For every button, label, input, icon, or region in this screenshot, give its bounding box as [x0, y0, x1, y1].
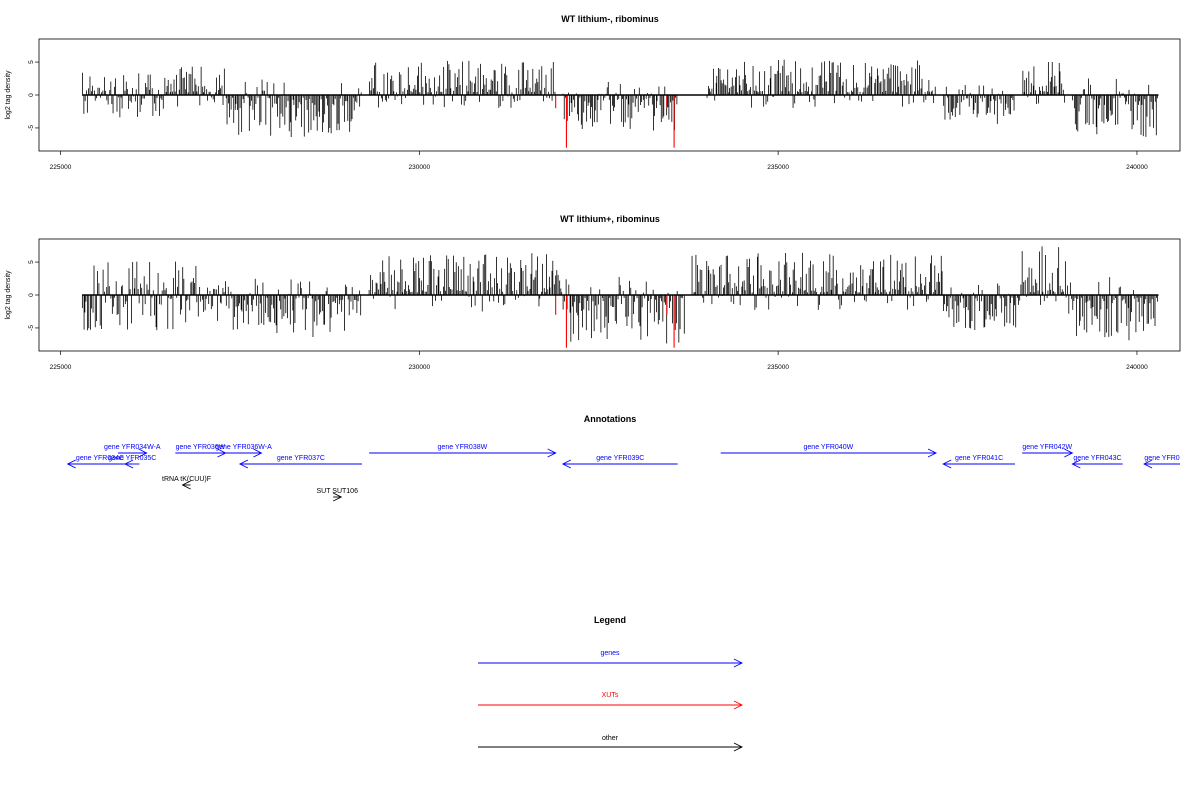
feature-arrow-head [238, 459, 249, 469]
feature-label: gene YFR040W [804, 444, 854, 451]
x-tick-label: 240000 [1126, 164, 1148, 171]
x-tick-label: 230000 [408, 164, 430, 171]
x-tick-label: 225000 [50, 364, 72, 371]
feature-label: gene YFR034W-A [104, 444, 161, 451]
panel-title: WT lithium-, ribominus [561, 14, 659, 24]
feature-arrow-head [1064, 448, 1074, 458]
feature-label: tRNA tK(CUU)F [162, 476, 211, 483]
y-tick-label: 5 [28, 260, 35, 264]
legend-arrow-head [733, 700, 744, 710]
legend: Legend genes XUTs other [478, 615, 744, 752]
legend-item-genes: genes [600, 650, 620, 657]
x-tick-label: 240000 [1126, 364, 1148, 371]
y-tick-label: -5 [28, 125, 35, 131]
y-tick-label: 0 [28, 293, 35, 297]
track-panel-lithium-minus: WT lithium-, ribominus log2 tag density … [5, 14, 1181, 171]
legend-arrow-head [733, 742, 744, 752]
feature-arrow-head [66, 459, 76, 469]
x-tick-label: 235000 [767, 364, 789, 371]
feature-arrow-head [1071, 459, 1081, 469]
y-axis-label: log2 tag density [5, 270, 12, 320]
feature-arrow-head [547, 448, 557, 458]
legend-arrows [478, 658, 744, 752]
track-panel-lithium-plus: WT lithium+, ribominus log2 tag density … [5, 214, 1181, 371]
feature-arrow-head [181, 480, 191, 490]
signal-bars [82, 59, 1159, 148]
feature-arrow-head [561, 459, 572, 469]
feature-arrow-head [927, 448, 938, 458]
feature-arrow-head [253, 448, 263, 458]
annotations-title: Annotations [584, 414, 637, 424]
y-axis-label: log2 tag density [5, 70, 12, 120]
y-tick-label: 5 [28, 60, 35, 64]
legend-label: other [602, 735, 619, 742]
feature-label: gene YFR038W [438, 444, 488, 451]
feature-label: gene YFR041C [955, 455, 1003, 462]
feature-label: gene YFR034C [76, 455, 124, 462]
y-tick-label: -5 [28, 325, 35, 331]
legend-item-other: other [602, 735, 619, 742]
x-tick-label: 225000 [50, 164, 72, 171]
panel-title: WT lithium+, ribominus [560, 214, 660, 224]
legend-arrow-head [733, 658, 744, 668]
annotations-track: Annotations gene YFR034W-A gene YFR036Wge… [66, 414, 1180, 502]
x-tick-label: 230000 [408, 364, 430, 371]
feature-label: gene YFR036W [176, 444, 226, 451]
axes: 225000 230000 235000 240000 -5 0 5 [28, 60, 1148, 171]
feature-label: gene YFR042W [1022, 444, 1072, 451]
y-tick-label: 0 [28, 93, 35, 97]
legend-label: genes [600, 650, 620, 657]
feature-label: gene YFR037C [277, 455, 325, 462]
legend-title: Legend [594, 615, 626, 625]
feature-label: SUT SUT106 [316, 488, 358, 495]
feature-arrow-head [124, 459, 134, 469]
x-tick-label: 235000 [767, 164, 789, 171]
feature-arrow-head [942, 459, 952, 469]
feature-arrow-head [138, 448, 148, 458]
feature-label: gene YFR035C [108, 455, 156, 462]
feature-label: gene YFR036W-A [215, 444, 272, 451]
feature-label: gene YFR043C [1073, 455, 1121, 462]
axes: 225000 230000 235000 240000 -5 0 5 [28, 260, 1148, 371]
signal-bars [81, 246, 1159, 348]
legend-label: XUTs [602, 692, 619, 699]
feature-label: gene YFR039C [596, 455, 644, 462]
feature-arrow-head [333, 492, 343, 502]
feature-label: gene YFR0 [1144, 455, 1179, 462]
feature-arrow-head [1143, 459, 1153, 469]
legend-item-xuts: XUTs [602, 692, 619, 699]
